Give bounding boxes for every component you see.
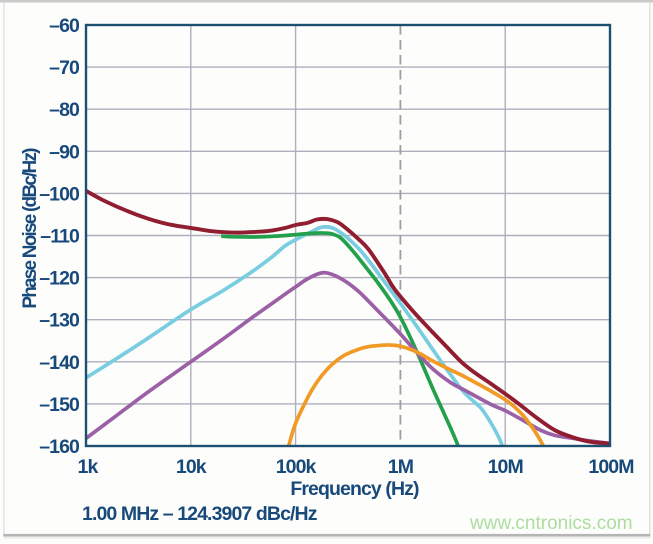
svg-text:10k: 10k bbox=[176, 456, 207, 478]
svg-text:1.00 MHz – 124.3907 dBc/Hz: 1.00 MHz – 124.3907 dBc/Hz bbox=[82, 503, 318, 525]
svg-text:–150: –150 bbox=[39, 394, 80, 416]
svg-text:–70: –70 bbox=[49, 57, 80, 79]
svg-text:1k: 1k bbox=[78, 456, 99, 478]
svg-text:–120: –120 bbox=[39, 268, 80, 290]
svg-text:10M: 10M bbox=[488, 456, 523, 478]
svg-text:–160: –160 bbox=[39, 436, 80, 458]
svg-text:www.cntronics.com: www.cntronics.com bbox=[469, 513, 633, 534]
svg-text:–100: –100 bbox=[39, 183, 80, 205]
svg-text:–130: –130 bbox=[39, 310, 80, 332]
svg-text:100k: 100k bbox=[276, 456, 317, 478]
svg-text:Phase Noise (dBc/Hz): Phase Noise (dBc/Hz) bbox=[20, 148, 41, 309]
svg-text:1M: 1M bbox=[388, 456, 413, 478]
svg-text:–110: –110 bbox=[40, 226, 80, 248]
svg-text:Frequency (Hz): Frequency (Hz) bbox=[290, 478, 419, 500]
svg-text:–140: –140 bbox=[39, 352, 80, 374]
svg-text:–90: –90 bbox=[49, 141, 80, 163]
svg-text:–80: –80 bbox=[49, 99, 80, 121]
svg-text:100M: 100M bbox=[588, 456, 633, 478]
svg-text:–60: –60 bbox=[49, 15, 80, 37]
